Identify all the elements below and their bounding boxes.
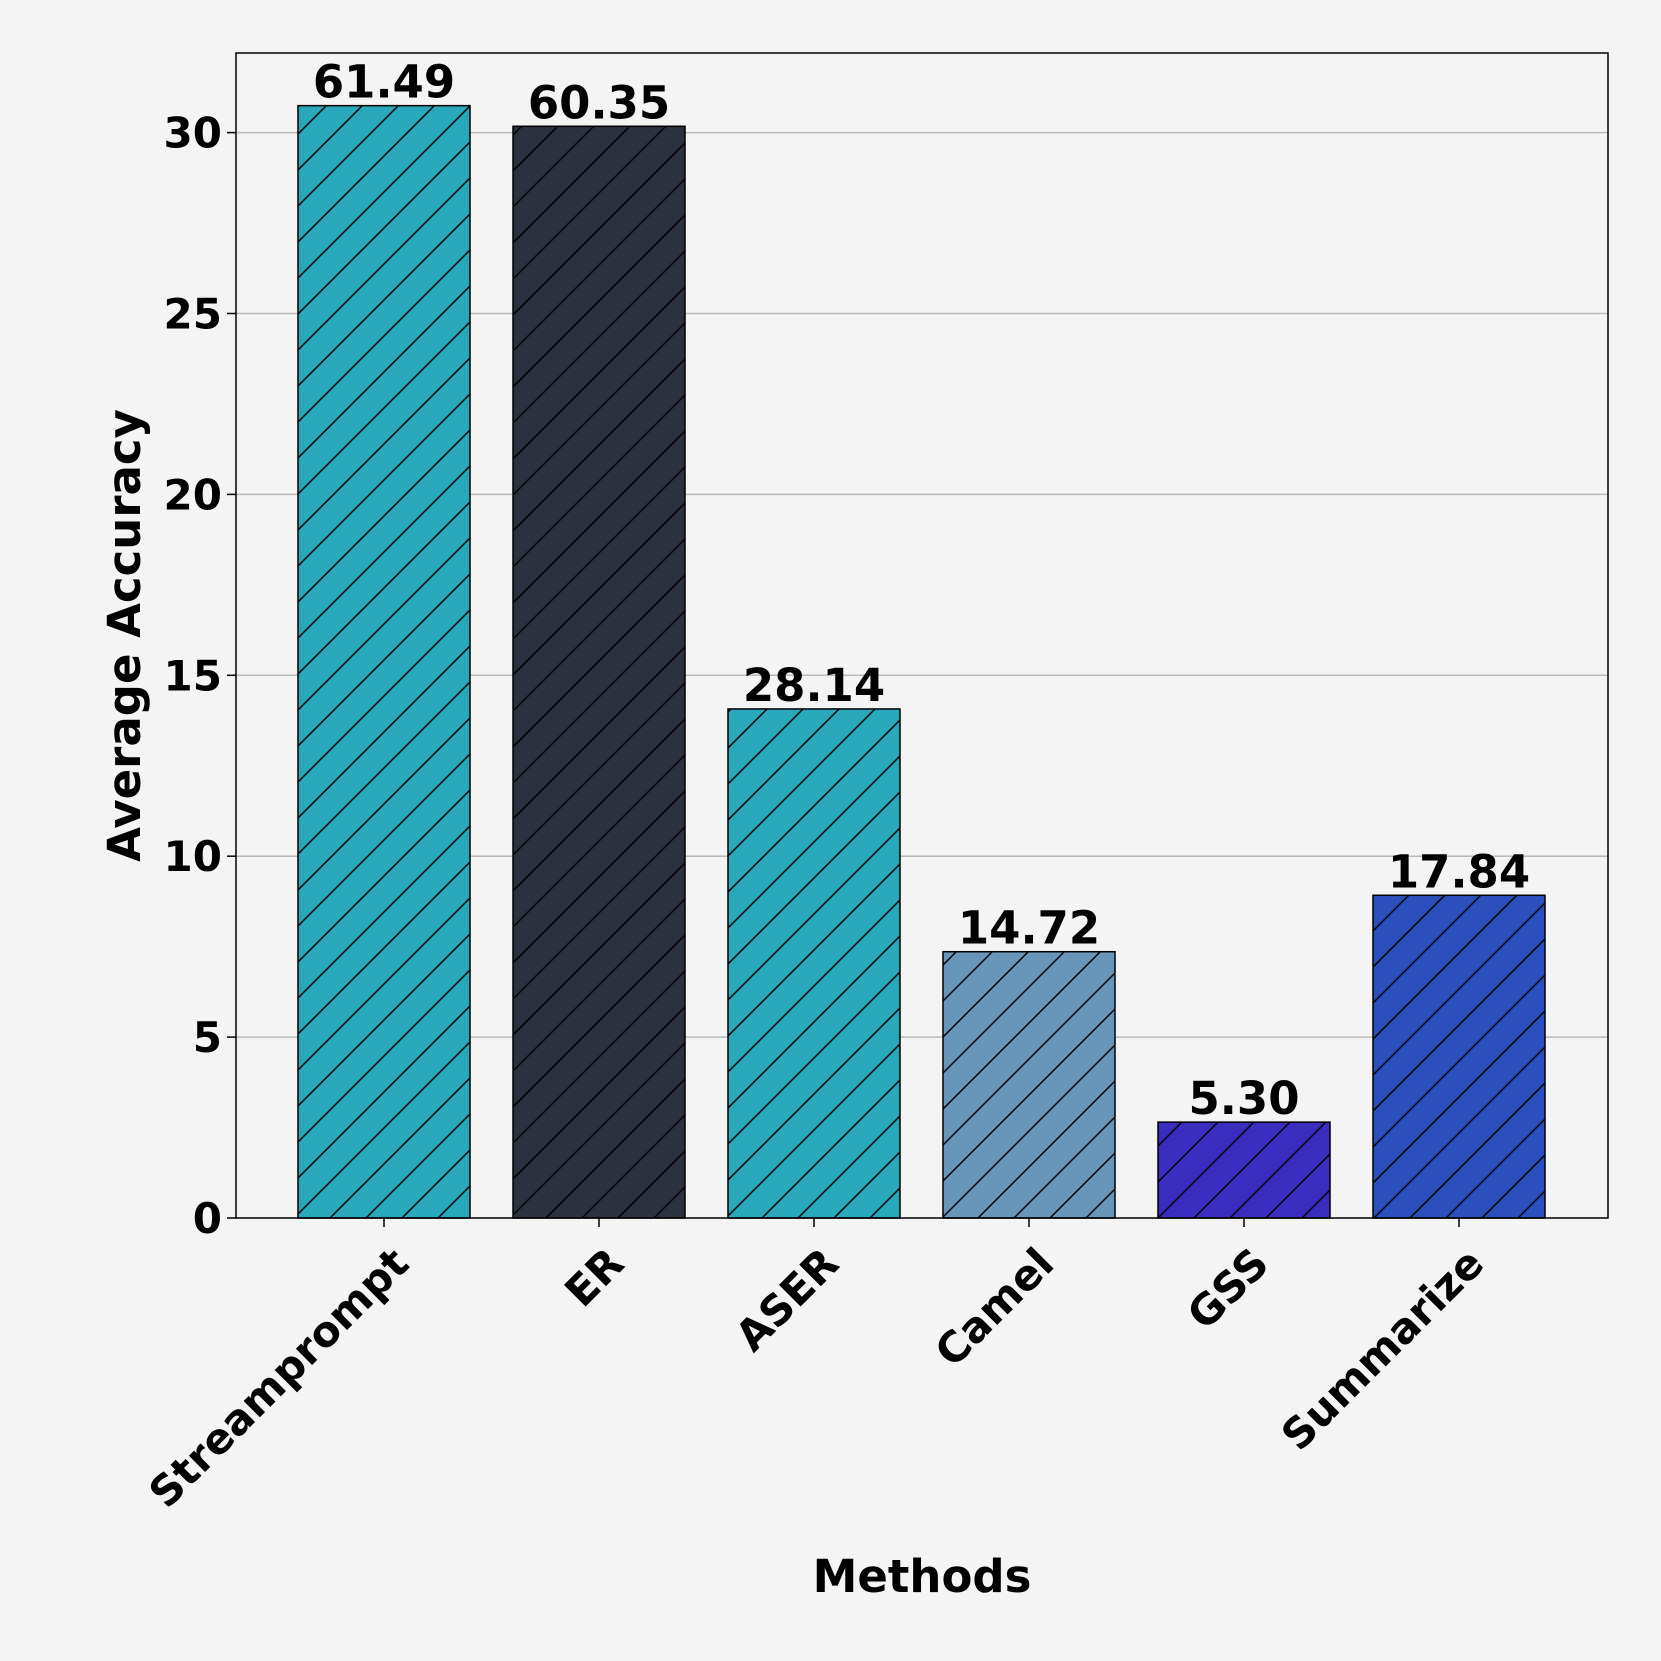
- bar-streamprompt: [297, 104, 471, 1219]
- y-axis-title: Average Accuracy: [98, 409, 151, 862]
- data-label: 60.35: [528, 76, 670, 129]
- data-label: 17.84: [1388, 845, 1530, 898]
- y-tick-label: 5: [193, 1013, 222, 1062]
- data-label: 61.49: [313, 56, 455, 109]
- x-axis-title: Methods: [813, 1550, 1032, 1603]
- data-label: 28.14: [743, 659, 885, 712]
- x-tick-label: Streamprompt: [139, 1238, 418, 1517]
- bar-gss: [1157, 1121, 1331, 1219]
- y-axis: 0 5 10 15 20 25 30: [164, 109, 236, 1243]
- x-tick-label: Summarize: [1272, 1238, 1493, 1459]
- data-labels: 61.49 60.35 28.14 14.72 5.30 17.84: [313, 56, 1530, 1125]
- y-tick-label: 20: [164, 470, 222, 519]
- x-tick-label: ER: [555, 1238, 633, 1316]
- data-label: 5.30: [1188, 1072, 1299, 1125]
- bar-camel: [942, 950, 1116, 1219]
- x-tick-label: ASER: [726, 1238, 848, 1360]
- y-tick-label: 30: [164, 109, 222, 158]
- bar-aser: [727, 708, 901, 1219]
- bar-er: [512, 125, 686, 1219]
- bar-summarize: [1372, 894, 1546, 1219]
- y-tick-label: 25: [164, 289, 222, 338]
- x-tick-label: GSS: [1178, 1238, 1278, 1338]
- data-label: 14.72: [958, 902, 1100, 955]
- y-tick-label: 0: [193, 1194, 222, 1243]
- plot-frame: [235, 52, 1609, 1219]
- y-tick-label: 10: [164, 832, 222, 881]
- y-tick-label: 15: [164, 651, 222, 700]
- x-tick-label: Camel: [925, 1238, 1063, 1376]
- bars: [297, 104, 1546, 1219]
